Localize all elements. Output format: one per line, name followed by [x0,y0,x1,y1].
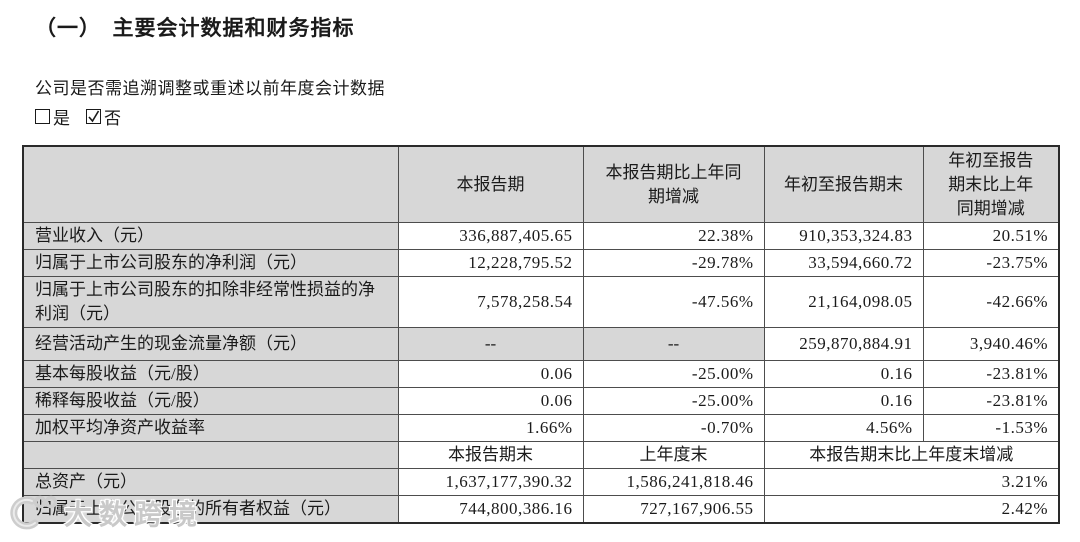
cell-change: 2.42% [763,495,1060,524]
section-title: （一） 主要会计数据和财务指标 [35,16,355,40]
cell-period-end: 1,637,177,390.32 [397,468,584,496]
cell-prior-year-end: 727,167,906.55 [582,495,765,524]
cell-current-period: 0.06 [397,360,584,388]
cell-ytd-yoy: 20.51% [922,222,1060,250]
checkbox-no-label: 否 [104,109,121,128]
check-icon [88,110,100,123]
cell-current-period-yoy: -25.00% [582,360,765,388]
header-current-period-yoy: 本报告期比上年同期增减 [582,145,765,223]
cell-change: 3.21% [763,468,1060,496]
cell-current-period-yoy: 22.38% [582,222,765,250]
cell-ytd-yoy: -42.66% [922,276,1060,328]
subheader-prior-year-end: 上年度末 [582,441,765,469]
cell-ytd: 259,870,884.91 [763,327,924,361]
cell-ytd-yoy: -23.81% [922,360,1060,388]
subheader-period-end: 本报告期末 [397,441,584,469]
cell-ytd: 21,164,098.05 [763,276,924,328]
header-blank [22,145,399,223]
cell-ytd-yoy: 3,940.46% [922,327,1060,361]
row-operating-revenue: 营业收入（元） 336,887,405.65 22.38% 910,353,32… [22,222,1060,250]
header-ytd: 年初至报告期末 [763,145,924,223]
checkbox-unchecked-icon [35,109,50,124]
row-net-profit-deducting-nonrecurring: 归属于上市公司股东的扣除非经常性损益的净利润（元） 7,578,258.54 -… [22,276,1060,328]
row-weighted-average-roe: 加权平均净资产收益率 1.66% -0.70% 4.56% -1.53% [22,414,1060,442]
checkbox-no: 否 [86,104,121,129]
cell-current-period-yoy: -47.56% [582,276,765,328]
cell-current-period: 336,887,405.65 [397,222,584,250]
checkbox-yes: 是 [35,104,70,129]
header-ytd-yoy: 年初至报告期末比上年同期增减 [922,145,1060,223]
cell-prior-year-end: 1,586,241,818.46 [582,468,765,496]
cell-ytd-yoy: -23.75% [922,249,1060,277]
table-header-row: 本报告期 本报告期比上年同期增减 年初至报告期末 年初至报告期末比上年同期增减 [22,145,1060,223]
cell-ytd-yoy: -23.81% [922,387,1060,415]
row-diluted-eps: 稀释每股收益（元/股） 0.06 -25.00% 0.16 -23.81% [22,387,1060,415]
cell-ytd: 33,594,660.72 [763,249,924,277]
cell-current-period-yoy: -0.70% [582,414,765,442]
cell-ytd: 0.16 [763,360,924,388]
cell-current-period-yoy: -- [582,327,765,361]
subheader-change-vs-prior-year-end: 本报告期末比上年度末增减 [763,441,1060,469]
cell-current-period: 1.66% [397,414,584,442]
row-total-assets: 总资产（元） 1,637,177,390.32 1,586,241,818.46… [22,468,1060,496]
cell-current-period: 7,578,258.54 [397,276,584,328]
subheader-blank [22,441,399,469]
row-net-profit: 归属于上市公司股东的净利润（元） 12,228,795.52 -29.78% 3… [22,249,1060,277]
table-subheader-row: 本报告期末 上年度末 本报告期末比上年度末增减 [22,441,1060,469]
checkbox-checked-icon [86,109,101,124]
cell-current-period-yoy: -25.00% [582,387,765,415]
cell-label: 归属于上市公司股东的扣除非经常性损益的净利润（元） [22,276,399,328]
row-operating-cash-flow: 经营活动产生的现金流量净额（元） -- -- 259,870,884.91 3,… [22,327,1060,361]
cell-label: 经营活动产生的现金流量净额（元） [22,327,399,361]
cell-current-period: 0.06 [397,387,584,415]
cell-label: 加权平均净资产收益率 [22,414,399,442]
cell-label: 总资产（元） [22,468,399,496]
cell-current-period-yoy: -29.78% [582,249,765,277]
cell-ytd: 910,353,324.83 [763,222,924,250]
restatement-answer: 是 否 [35,104,121,129]
checkbox-yes-label: 是 [53,109,70,128]
cell-label: 基本每股收益（元/股） [22,360,399,388]
cell-current-period: 12,228,795.52 [397,249,584,277]
header-current-period: 本报告期 [397,145,584,223]
cell-label: 归属于上市公司股东的净利润（元） [22,249,399,277]
cell-label: 稀释每股收益（元/股） [22,387,399,415]
cell-label: 营业收入（元） [22,222,399,250]
cell-label: 归属于上市公司股东的所有者权益（元） [22,495,399,524]
row-basic-eps: 基本每股收益（元/股） 0.06 -25.00% 0.16 -23.81% [22,360,1060,388]
cell-current-period: -- [397,327,584,361]
cell-ytd-yoy: -1.53% [922,414,1060,442]
financial-indicators-table: 本报告期 本报告期比上年同期增减 年初至报告期末 年初至报告期末比上年同期增减 … [22,145,1060,524]
cell-ytd: 0.16 [763,387,924,415]
cell-ytd: 4.56% [763,414,924,442]
restatement-question: 公司是否需追溯调整或重述以前年度会计数据 [35,79,385,98]
cell-period-end: 744,800,386.16 [397,495,584,524]
row-shareholders-equity: 归属于上市公司股东的所有者权益（元） 744,800,386.16 727,16… [22,495,1060,524]
